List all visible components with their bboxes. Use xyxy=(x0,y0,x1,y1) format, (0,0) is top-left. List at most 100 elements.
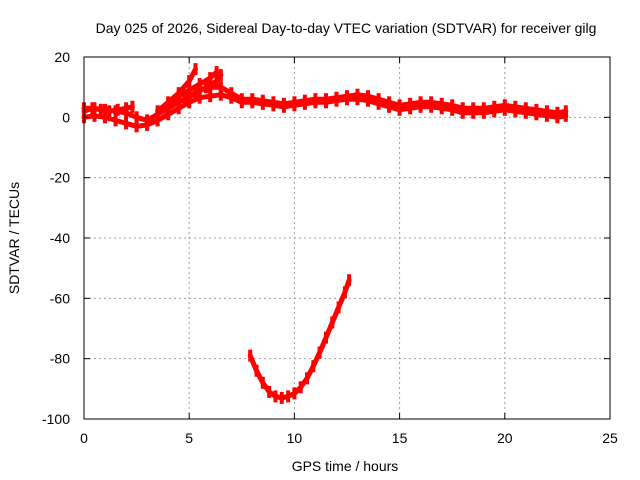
data-point xyxy=(450,103,455,116)
data-point xyxy=(534,108,539,121)
x-axis-ticks: 0 5 10 15 20 25 xyxy=(80,57,618,446)
data-point xyxy=(502,103,507,116)
data-point xyxy=(429,100,434,113)
data-point xyxy=(271,99,276,112)
x-axis-label: GPS time / hours xyxy=(292,458,399,474)
data-point xyxy=(347,274,352,287)
data-point xyxy=(492,105,497,118)
data-point xyxy=(92,109,97,122)
data-point xyxy=(130,100,135,113)
data-point xyxy=(418,100,423,113)
chart-title: Day 025 of 2026, Sidereal Day-to-day VTE… xyxy=(96,20,597,36)
data-point xyxy=(544,109,549,122)
y-axis-ticks: -100 -80 -60 -40 -20 0 20 xyxy=(42,49,610,427)
data-point xyxy=(155,105,160,118)
y-tick-label: 20 xyxy=(54,49,70,65)
data-point xyxy=(563,109,568,122)
data-point xyxy=(208,90,213,103)
data-series xyxy=(81,63,569,404)
data-point xyxy=(281,100,286,113)
data-point xyxy=(90,102,95,115)
data-point xyxy=(214,75,219,88)
data-point xyxy=(134,111,139,124)
data-point xyxy=(134,120,139,133)
data-point xyxy=(187,84,192,97)
data-point xyxy=(155,114,160,127)
data-point xyxy=(176,102,181,115)
data-point xyxy=(267,385,272,398)
data-point xyxy=(330,316,335,329)
data-point xyxy=(250,96,255,109)
data-point xyxy=(260,97,265,110)
data-point xyxy=(460,106,465,119)
data-point xyxy=(311,360,316,373)
data-point xyxy=(286,390,291,403)
data-point xyxy=(145,118,150,131)
data-point xyxy=(248,349,253,362)
data-point xyxy=(187,96,192,109)
data-point xyxy=(302,97,307,110)
data-point xyxy=(218,88,223,101)
x-tick-label: 5 xyxy=(185,430,193,446)
x-tick-label: 10 xyxy=(287,430,303,446)
x-tick-label: 0 xyxy=(80,430,88,446)
data-point xyxy=(187,75,192,88)
data-point xyxy=(176,90,181,103)
y-tick-label: -100 xyxy=(42,411,70,427)
y-axis-label: SDTVAR / TECUs xyxy=(6,182,22,294)
data-point xyxy=(292,99,297,112)
data-point xyxy=(98,103,103,116)
data-point xyxy=(324,331,328,344)
data-point xyxy=(208,72,213,85)
data-point xyxy=(273,390,278,403)
data-point xyxy=(376,97,381,110)
data-point xyxy=(166,108,171,121)
data-point xyxy=(107,105,112,118)
data-point xyxy=(204,81,208,94)
data-point xyxy=(115,103,120,116)
data-point xyxy=(298,381,303,394)
data-point xyxy=(113,114,118,127)
y-tick-label: -60 xyxy=(50,290,70,306)
data-point xyxy=(513,105,518,118)
data-point xyxy=(317,346,322,359)
data-point xyxy=(239,96,244,109)
data-point xyxy=(218,81,223,94)
data-point xyxy=(439,102,444,115)
data-point xyxy=(166,99,171,112)
data-point xyxy=(124,102,129,115)
data-point xyxy=(254,364,259,377)
data-point xyxy=(292,387,297,400)
data-point xyxy=(336,301,341,314)
data-point xyxy=(218,69,223,82)
data-point xyxy=(103,111,107,124)
data-point xyxy=(523,106,528,119)
data-point xyxy=(555,111,560,124)
x-tick-label: 25 xyxy=(602,430,618,446)
data-point xyxy=(313,96,318,109)
data-point xyxy=(193,87,198,100)
grid-lines xyxy=(84,57,610,419)
data-point xyxy=(214,66,219,79)
data-point xyxy=(334,94,339,107)
data-point xyxy=(366,94,370,107)
y-tick-label: 0 xyxy=(62,109,70,125)
data-point xyxy=(279,391,284,404)
data-point xyxy=(183,93,187,106)
x-tick-label: 15 xyxy=(392,430,408,446)
x-tick-label: 20 xyxy=(497,430,513,446)
data-point xyxy=(471,106,476,119)
data-point xyxy=(197,91,202,104)
data-point xyxy=(260,376,265,389)
y-tick-label: -80 xyxy=(50,351,70,367)
data-point xyxy=(387,100,392,113)
data-point xyxy=(305,372,309,385)
data-point xyxy=(193,63,198,76)
data-point xyxy=(355,93,360,106)
data-point xyxy=(397,103,402,116)
data-point xyxy=(124,117,129,130)
data-point xyxy=(342,286,347,299)
data-point xyxy=(324,96,328,109)
data-point xyxy=(408,102,413,115)
